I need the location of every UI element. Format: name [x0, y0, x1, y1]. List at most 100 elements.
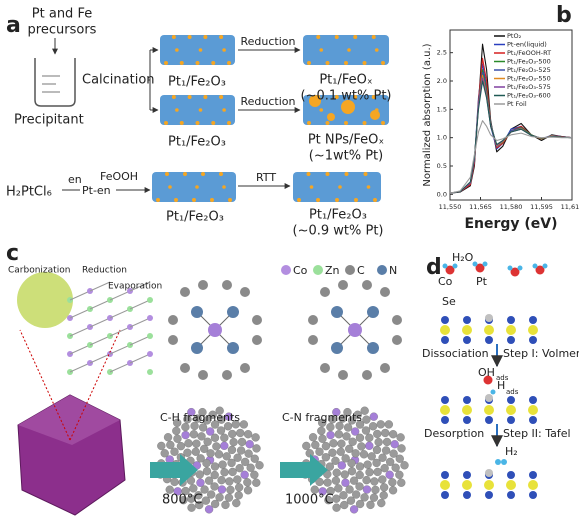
- atom: [376, 420, 385, 429]
- carbon: [240, 363, 250, 373]
- atom: [362, 485, 372, 494]
- carbon: [308, 335, 318, 345]
- atom: [315, 477, 324, 487]
- carbon: [180, 363, 190, 373]
- zif-bond: [89, 335, 111, 346]
- nitrogen: [191, 306, 203, 318]
- atom: [378, 453, 387, 462]
- label: (~0.1 wt% Pt): [301, 89, 392, 104]
- atom: [324, 496, 333, 505]
- selenium: [440, 325, 450, 335]
- selenium: [440, 480, 450, 490]
- hydrogen: [501, 459, 507, 465]
- nitrogen: [331, 342, 343, 354]
- label: ads: [506, 388, 519, 396]
- cobalt: [485, 336, 493, 344]
- zif-bond: [109, 362, 131, 373]
- atom: [236, 428, 245, 438]
- pt-atom: [371, 95, 376, 99]
- atom: [352, 490, 361, 499]
- atom: [222, 452, 231, 461]
- atom: [245, 440, 254, 449]
- platinum: [485, 469, 493, 477]
- carbon: [252, 315, 262, 325]
- label: Co: [438, 275, 453, 288]
- particle: [17, 272, 73, 328]
- label: Dissociation: [422, 347, 489, 360]
- atom: [227, 445, 237, 455]
- pt-atom: [306, 172, 311, 176]
- hydrogen: [490, 389, 496, 395]
- zif-node: [147, 297, 153, 303]
- atom: [374, 437, 383, 447]
- legend-label: N: [389, 264, 397, 277]
- carbon: [392, 315, 402, 325]
- cobalt: [507, 416, 515, 424]
- atom: [220, 468, 229, 477]
- atom: [186, 476, 196, 485]
- zif-node: [147, 315, 153, 321]
- x-tick-label: 11,610: [561, 203, 579, 211]
- carbon: [392, 335, 402, 345]
- atom: [397, 478, 406, 487]
- cobalt: [441, 316, 449, 324]
- atom: [241, 457, 250, 467]
- label: Evaporation: [108, 282, 162, 292]
- cobalt: [463, 336, 471, 344]
- selenium: [528, 325, 538, 335]
- atom: [389, 449, 398, 458]
- pt-atom: [201, 172, 205, 176]
- support: [160, 35, 235, 65]
- pt-atom: [316, 198, 320, 202]
- atom: [380, 464, 389, 473]
- pt-atom: [203, 35, 208, 39]
- zif-bond: [89, 281, 111, 292]
- hydrogen: [472, 261, 478, 267]
- label: Pt-en: [82, 184, 111, 197]
- hydrogen: [507, 265, 513, 271]
- zif-bond: [69, 344, 91, 355]
- zif-bond: [69, 326, 91, 337]
- polyhedron-face: [18, 395, 120, 445]
- label: Step I: Volmer: [503, 347, 579, 360]
- cobalt: [507, 491, 515, 499]
- pt-atom: [381, 61, 385, 65]
- atom: [386, 457, 395, 467]
- atom: [362, 415, 371, 424]
- atom: [170, 477, 179, 487]
- panel-label: b: [556, 3, 572, 28]
- beaker: [34, 58, 76, 107]
- label: Reduction: [82, 266, 127, 276]
- atom: [226, 485, 235, 494]
- atom: [228, 429, 237, 439]
- label: H₂O: [452, 251, 474, 264]
- atom: [166, 440, 175, 450]
- atom: [184, 439, 193, 448]
- atom: [351, 427, 360, 436]
- pt-atom: [219, 172, 223, 176]
- label: C-H fragments: [160, 411, 240, 424]
- label: Precipitant: [14, 113, 84, 128]
- pt-atom: [195, 61, 200, 65]
- atom: [215, 406, 224, 415]
- pt-atom: [309, 185, 314, 189]
- pt-atom: [371, 35, 376, 39]
- atom: [191, 447, 200, 456]
- cobalt: [463, 471, 471, 479]
- atom: [252, 444, 261, 453]
- atom: [246, 463, 255, 472]
- atom: [365, 433, 374, 442]
- atom: [203, 437, 212, 446]
- oxygen: [475, 263, 485, 273]
- nitrogen: [367, 342, 379, 354]
- pt-atom: [316, 35, 321, 39]
- panel-label: c: [6, 241, 19, 266]
- atom: [200, 485, 209, 494]
- atom: [331, 476, 341, 485]
- pt-atom: [347, 48, 351, 52]
- pt-atom: [195, 121, 200, 125]
- atom: [183, 448, 192, 457]
- cobalt: [441, 336, 449, 344]
- hydrogen: [495, 459, 501, 465]
- cobalt: [208, 323, 222, 337]
